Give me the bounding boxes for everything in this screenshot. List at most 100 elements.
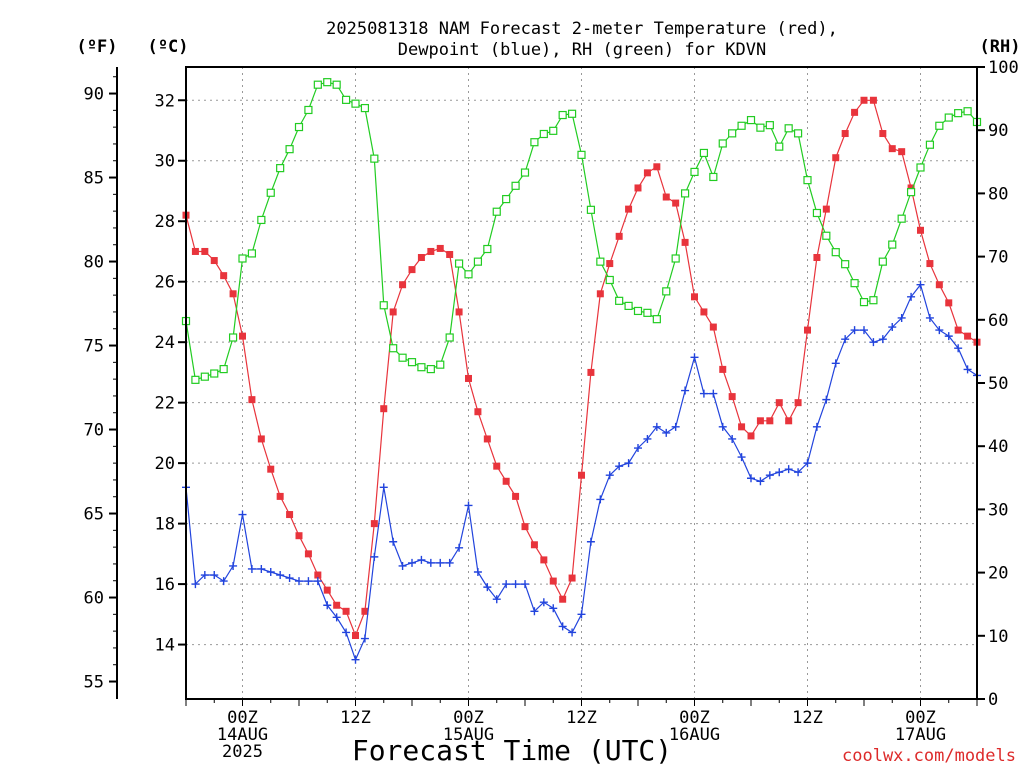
x-axis-label: Forecast Time (UTC)	[352, 734, 672, 767]
rh-point-55	[699, 148, 709, 158]
rh-point-41	[567, 109, 577, 118]
credit-text: coolwx.com/models	[842, 746, 1016, 766]
dewpoint-point-48	[634, 444, 642, 453]
temperature-point-47	[625, 205, 633, 213]
dewpoint-point-43	[586, 537, 595, 546]
rh-point-78	[916, 163, 925, 172]
dewpoint-point-40	[558, 622, 567, 631]
celsius-unit-label: (ºC)	[148, 37, 189, 57]
temperature-point-51	[662, 193, 670, 201]
dewpoint-point-22	[389, 537, 398, 546]
dewpoint-point-9	[266, 567, 275, 576]
dewpoint-point-47	[624, 459, 633, 468]
dewpoint-point-6	[238, 510, 247, 519]
dewpoint-point-82	[954, 344, 963, 353]
temperature-point-53	[681, 238, 689, 246]
dewpoint-point-35	[511, 580, 520, 589]
temperature-point-41	[568, 574, 576, 582]
rh-point-81	[944, 113, 953, 122]
temperature-point-62	[766, 417, 774, 425]
rh-point-69	[831, 248, 840, 257]
temperature-point-59	[738, 423, 746, 431]
rh-point-25	[417, 363, 426, 372]
dewpoint-point-32	[483, 583, 492, 592]
rh-point-73	[869, 296, 878, 305]
temperature-point-37	[530, 541, 538, 549]
rh-point-30	[464, 270, 473, 279]
rh-point-5	[228, 333, 238, 342]
dewpoint-point-30	[464, 501, 473, 510]
temperature-point-18	[352, 631, 359, 639]
temperature-point-56	[709, 323, 717, 331]
rh-point-43	[586, 205, 596, 214]
fahrenheit-axis: 55 60 65 70 75 80 85 90	[84, 67, 118, 699]
x-tick-label-2-0: 00Z	[453, 708, 484, 728]
dewpoint-point-27	[436, 558, 445, 567]
rh-tick-label-10: 100	[988, 58, 1019, 78]
rh-point-66	[803, 176, 812, 185]
rh-point-59	[737, 121, 746, 130]
dewpoint-point-63	[775, 468, 784, 477]
temperature-point-21	[380, 405, 388, 413]
temperature-point-48	[634, 184, 642, 192]
temperature-point-6	[239, 332, 246, 340]
temperature-point-13	[304, 550, 312, 558]
rh-tick-label-5: 50	[988, 374, 1008, 394]
rh-point-11	[285, 145, 294, 154]
temperature-point-52	[672, 199, 680, 207]
rh-point-4	[219, 364, 228, 374]
dewpoint-point-36	[521, 580, 529, 589]
temperature-point-57	[719, 365, 727, 373]
dewpoint-point-67	[812, 422, 821, 431]
temperature-point-4	[220, 272, 228, 280]
x-tick-label-5-0: 12Z	[792, 708, 823, 728]
rh-point-42	[577, 150, 586, 159]
celsius-tick-label-2: 18	[155, 515, 175, 535]
celsius-tick-label-6: 26	[155, 273, 175, 293]
x-tick-label-4-0: 00Z	[679, 708, 710, 728]
temperature-point-63	[775, 399, 783, 407]
dewpoint-point-55	[699, 389, 708, 398]
rh-point-36	[520, 168, 530, 177]
temperature-point-8	[257, 435, 265, 443]
dewpoint-point-53	[681, 386, 690, 395]
dewpoint-point-16	[332, 613, 341, 622]
temperature-point-79	[926, 260, 934, 268]
rh-point-62	[765, 121, 774, 130]
dewpoint-point-71	[850, 326, 859, 335]
dewpoint-point-59	[737, 453, 746, 462]
temperature-point-74	[879, 130, 887, 138]
rh-point-65	[793, 129, 803, 138]
dewpoint-point-42	[577, 610, 586, 619]
dewpoint-point-46	[615, 462, 624, 471]
dewpoint-point-26	[426, 558, 435, 567]
celsius-axis: 14 16 18 20 22 24 26 28 30 32	[155, 91, 186, 656]
temperature-point-14	[314, 571, 322, 579]
dewpoint-point-75	[888, 323, 897, 332]
rh-point-19	[360, 103, 370, 113]
rh-tick-label-8: 80	[988, 184, 1008, 204]
rh-tick-label-3: 30	[988, 500, 1008, 520]
rh-point-1	[191, 375, 200, 384]
rh-point-9	[266, 188, 275, 197]
dewpoint-point-31	[473, 567, 482, 576]
dewpoint-point-69	[831, 359, 840, 368]
rh-point-14	[313, 80, 322, 89]
rh-point-63	[775, 142, 784, 151]
chart-title-line-2: Dewpoint (blue), RH (green) for KDVN	[398, 40, 766, 60]
rh-point-82	[954, 109, 963, 118]
dewpoint-point-4	[219, 577, 228, 586]
rh-point-40	[558, 110, 567, 120]
temperature-point-22	[389, 308, 397, 316]
fahrenheit-tick-label-7: 90	[84, 85, 104, 105]
rh-point-72	[859, 298, 869, 307]
dewpoint-point-56	[709, 389, 718, 398]
rh-point-51	[662, 287, 671, 296]
rh-axis: 0 10 20 30 40 50 60 70 80 90 100	[977, 58, 1019, 710]
rh-point-58	[728, 129, 737, 138]
temperature-point-69	[832, 154, 840, 162]
rh-series	[181, 78, 982, 384]
dewpoint-point-81	[944, 332, 953, 341]
temperature-point-80	[935, 281, 943, 289]
rh-point-53	[680, 189, 690, 198]
